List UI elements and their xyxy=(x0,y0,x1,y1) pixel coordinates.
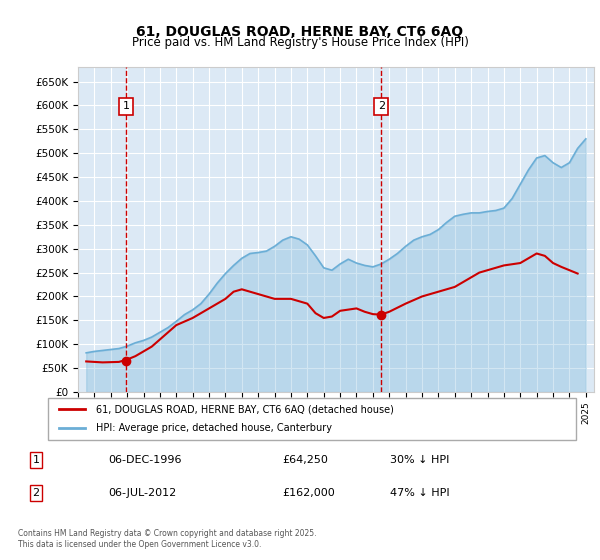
Text: 2: 2 xyxy=(377,101,385,111)
FancyBboxPatch shape xyxy=(48,398,576,440)
Text: 30% ↓ HPI: 30% ↓ HPI xyxy=(390,455,449,465)
Text: 06-DEC-1996: 06-DEC-1996 xyxy=(108,455,182,465)
Text: 61, DOUGLAS ROAD, HERNE BAY, CT6 6AQ: 61, DOUGLAS ROAD, HERNE BAY, CT6 6AQ xyxy=(136,25,464,39)
Text: 1: 1 xyxy=(122,101,130,111)
Text: £64,250: £64,250 xyxy=(282,455,328,465)
Text: 2: 2 xyxy=(32,488,40,498)
Text: 47% ↓ HPI: 47% ↓ HPI xyxy=(390,488,449,498)
Text: Contains HM Land Registry data © Crown copyright and database right 2025.
This d: Contains HM Land Registry data © Crown c… xyxy=(18,529,317,549)
Text: Price paid vs. HM Land Registry's House Price Index (HPI): Price paid vs. HM Land Registry's House … xyxy=(131,36,469,49)
Text: HPI: Average price, detached house, Canterbury: HPI: Average price, detached house, Cant… xyxy=(95,423,332,433)
Text: £162,000: £162,000 xyxy=(282,488,335,498)
Text: 1: 1 xyxy=(32,455,40,465)
Text: 61, DOUGLAS ROAD, HERNE BAY, CT6 6AQ (detached house): 61, DOUGLAS ROAD, HERNE BAY, CT6 6AQ (de… xyxy=(95,404,394,414)
Text: 06-JUL-2012: 06-JUL-2012 xyxy=(108,488,176,498)
